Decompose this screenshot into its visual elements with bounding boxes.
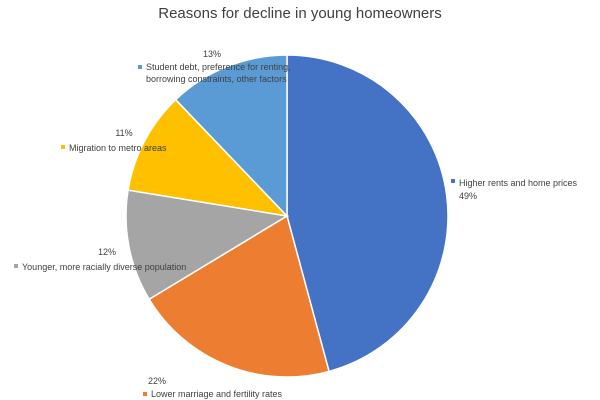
label-student-debt-percent: 13% [203, 49, 221, 59]
label-lower-marriage-percent: 22% [148, 376, 166, 386]
slice-lower-marriage [148, 214, 330, 378]
label-higher-rents: Higher rents and home prices [459, 178, 578, 188]
slice-labels: Higher rents and home prices 49% 22% Low… [14, 49, 578, 399]
label-higher-rents-percent: 49% [459, 191, 477, 201]
pie-slices [125, 54, 449, 378]
label-marker-higher-rents [451, 179, 455, 183]
label-migration-percent: 11% [115, 128, 132, 138]
label-marker-migration [61, 145, 65, 149]
label-student-debt-line-2: borrowing constraints, other factors [146, 74, 287, 84]
label-marker-lower-marriage [143, 392, 147, 396]
chart-title: Reasons for decline in young homeowners [158, 5, 442, 22]
label-lower-marriage: Lower marriage and fertility rates [151, 389, 283, 399]
slice-higher-rents [286, 54, 449, 373]
slice-student-debt [174, 54, 288, 218]
label-marker-student-debt [138, 65, 142, 69]
label-younger-population-percent: 12% [98, 247, 116, 257]
label-student-debt: Student debt, preference for renting, bo… [146, 62, 293, 84]
label-marker-younger-population [14, 264, 18, 268]
slice-migration [127, 98, 290, 218]
slice-younger-population [125, 189, 290, 301]
label-migration: Migration to metro areas [69, 143, 167, 153]
label-younger-population: Younger, more racially diverse populatio… [22, 262, 186, 272]
label-student-debt-line-1: Student debt, preference for renting, [146, 62, 291, 72]
